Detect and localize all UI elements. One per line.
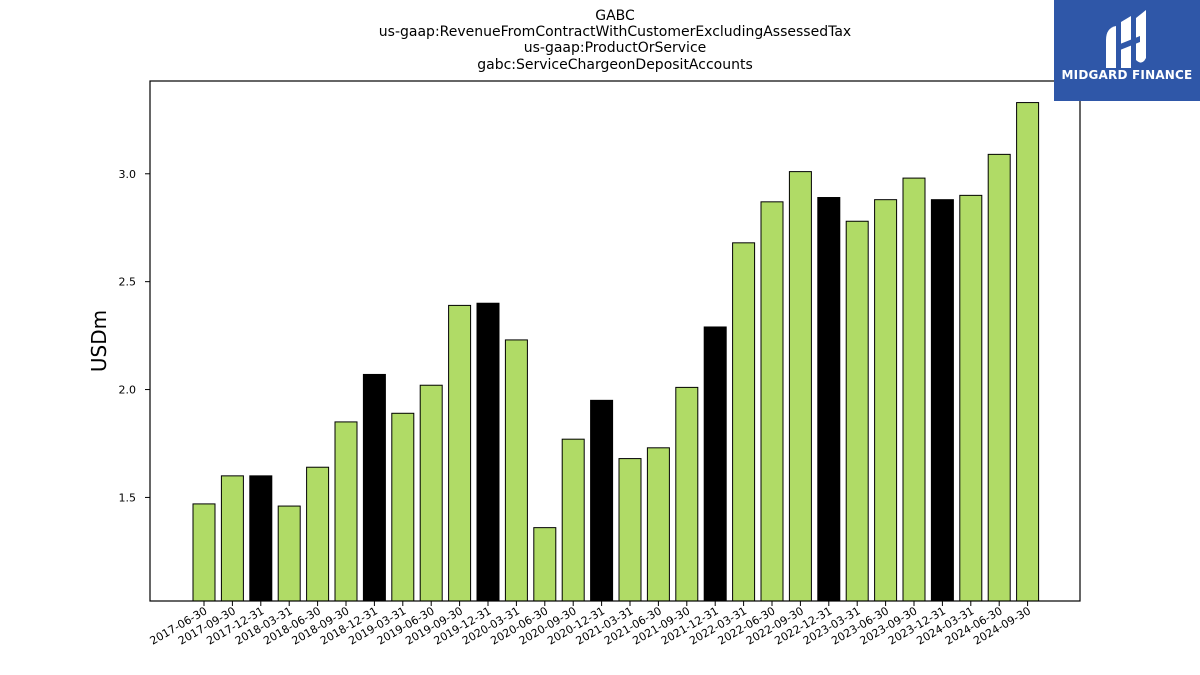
bar [703, 326, 727, 602]
bar [391, 412, 415, 602]
logo-mark-icon [1106, 10, 1146, 68]
bar [533, 527, 557, 602]
bar [1016, 102, 1040, 602]
bar [618, 458, 642, 602]
chart-title-axis: us-gaap:ProductOrService [523, 40, 707, 56]
y-tick-label: 3.0 [119, 168, 137, 181]
bar [675, 386, 699, 602]
y-tick-label: 2.0 [119, 384, 137, 397]
bar [220, 475, 244, 602]
bar [788, 171, 812, 602]
bar [874, 199, 898, 602]
bar [362, 373, 386, 602]
bar [192, 503, 216, 602]
y-tick-label: 2.5 [119, 276, 137, 289]
bar [334, 421, 358, 602]
bar [306, 466, 330, 602]
bar [902, 177, 926, 602]
chart-title-concept: us-gaap:RevenueFromContractWithCustomerE… [378, 24, 852, 40]
bar [732, 242, 756, 602]
bar [760, 201, 784, 602]
bar [249, 475, 273, 602]
chart-title-member: gabc:ServiceChargeonDepositAccounts [477, 57, 753, 73]
bar [845, 220, 869, 602]
midgard-finance-logo: MIDGARD FINANCE [1054, 0, 1200, 101]
bar [504, 339, 528, 602]
bar [930, 199, 954, 602]
logo-text: MIDGARD FINANCE [1061, 68, 1193, 82]
bar [590, 399, 614, 602]
bar [987, 153, 1011, 602]
y-axis-label: USDm [87, 310, 111, 372]
bar [419, 384, 443, 602]
bar [277, 505, 301, 602]
bar [959, 194, 983, 602]
chart-title-ticker: GABC [595, 8, 635, 24]
bar [448, 304, 472, 602]
y-tick-label: 1.5 [119, 491, 137, 504]
bar [646, 447, 670, 602]
plot-frame [149, 80, 1081, 602]
bar [817, 197, 841, 602]
bar [476, 302, 500, 602]
bar [561, 438, 585, 602]
